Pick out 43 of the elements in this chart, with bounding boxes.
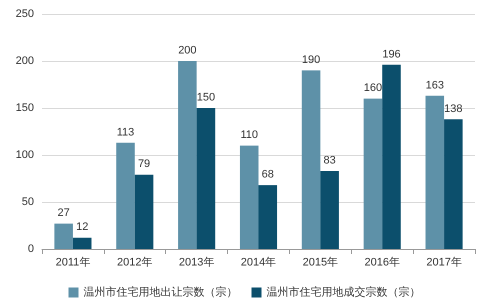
data-label: 160 xyxy=(364,82,382,94)
data-label: 138 xyxy=(444,102,463,115)
legend-label: 温州市住宅用地出让宗数（宗） xyxy=(84,286,238,298)
data-label: 12 xyxy=(76,221,88,234)
bar xyxy=(302,70,320,249)
bar xyxy=(426,96,444,249)
bar xyxy=(444,119,463,249)
data-label: 200 xyxy=(178,44,197,56)
bar xyxy=(134,174,154,249)
data-label: 27 xyxy=(58,207,70,220)
data-label: 68 xyxy=(262,168,274,181)
bar xyxy=(196,108,216,249)
bar xyxy=(320,170,339,249)
y-tick-label: 150 xyxy=(16,102,34,114)
x-tick-label: 2016年 xyxy=(364,256,400,268)
bar xyxy=(72,238,92,249)
data-label: 163 xyxy=(426,79,444,92)
bar xyxy=(54,224,73,249)
data-label: 113 xyxy=(116,126,134,138)
data-label: 190 xyxy=(302,54,320,66)
bar xyxy=(178,61,197,249)
x-tick-label: 2013年 xyxy=(178,256,214,268)
data-label: 110 xyxy=(240,129,258,142)
y-tick-label: 0 xyxy=(28,243,34,255)
bar xyxy=(258,185,278,249)
x-tick-label: 2017年 xyxy=(426,256,462,268)
y-tick-label: 100 xyxy=(16,149,34,161)
x-tick-label: 2011年 xyxy=(56,256,90,268)
y-tick-label: 250 xyxy=(16,8,34,20)
data-label: 79 xyxy=(138,158,150,170)
bar xyxy=(364,98,382,249)
x-tick-label: 2015年 xyxy=(302,256,338,268)
bar xyxy=(240,146,258,249)
x-tick-label: 2014年 xyxy=(240,256,276,268)
bar xyxy=(382,64,401,249)
legend-label: 温州市住宅用地成交宗数（宗） xyxy=(266,286,420,298)
bar xyxy=(116,142,135,249)
data-label: 196 xyxy=(382,48,401,60)
y-tick-label: 200 xyxy=(16,55,34,67)
data-label: 83 xyxy=(324,154,336,166)
y-tick-label: 50 xyxy=(22,196,34,208)
x-tick-label: 2012年 xyxy=(117,256,153,268)
data-label: 150 xyxy=(196,92,216,104)
